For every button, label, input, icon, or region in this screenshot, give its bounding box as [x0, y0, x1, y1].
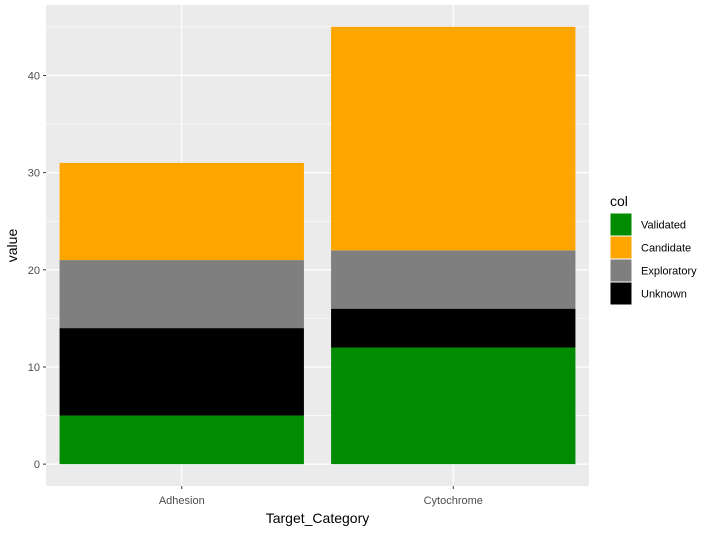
- legend-key-candidate: [609, 235, 633, 260]
- legend-key-exploratory: [609, 258, 633, 283]
- legend-label-unknown: Unknown: [641, 289, 687, 301]
- bar-candidate-cytochrome: [331, 26, 576, 251]
- legend-key-validated: [609, 212, 633, 237]
- y-tick-label: 30: [28, 168, 40, 180]
- x-axis: Adhesion Cytochrome: [159, 486, 483, 507]
- bar-validated-adhesion: [59, 415, 304, 465]
- y-tick-label: 0: [34, 459, 40, 471]
- x-tick-label: Adhesion: [159, 495, 205, 507]
- bar-candidate-adhesion: [59, 162, 304, 261]
- bar-exploratory-cytochrome: [331, 250, 576, 309]
- legend-title: col: [610, 193, 628, 209]
- x-tick-label: Cytochrome: [424, 495, 483, 507]
- legend-label-validated: Validated: [641, 220, 686, 232]
- y-tick-label: 20: [28, 265, 40, 277]
- bar-exploratory-adhesion: [59, 260, 304, 329]
- bars: [59, 26, 576, 465]
- x-axis-title: Target_Category: [266, 510, 370, 526]
- legend: col Validated Candidate Exploratory Unknown: [609, 193, 697, 306]
- legend-label-exploratory: Exploratory: [641, 266, 697, 278]
- y-tick-label: 40: [28, 70, 40, 82]
- bar-validated-cytochrome: [331, 347, 576, 465]
- y-tick-label: 10: [28, 362, 40, 374]
- y-axis: 0 10 20 30 40: [28, 70, 46, 471]
- bar-unknown-cytochrome: [331, 308, 576, 348]
- legend-label-candidate: Candidate: [641, 243, 691, 255]
- y-axis-title: value: [4, 229, 20, 263]
- bar-unknown-adhesion: [59, 328, 304, 416]
- legend-key-unknown: [609, 281, 633, 306]
